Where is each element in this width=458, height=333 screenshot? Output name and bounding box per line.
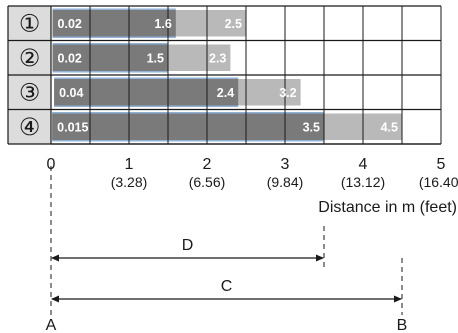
- x-tick-label: 2: [203, 156, 212, 173]
- dimension-label: D: [182, 237, 194, 254]
- row-label: ②: [19, 44, 41, 72]
- value-label-start: 0.02: [58, 17, 82, 31]
- point-label: A: [46, 317, 57, 333]
- value-label-max: 2.5: [225, 17, 242, 31]
- row-label: ④: [19, 113, 41, 141]
- value-label-typical: 1.6: [154, 17, 171, 31]
- point-label: B: [397, 317, 408, 333]
- row-label-cell: [8, 6, 51, 41]
- x-tick-feet-label: (6.56): [189, 174, 226, 190]
- x-axis-title: Distance in m (feet): [318, 199, 457, 216]
- row-label: ①: [19, 9, 41, 37]
- bar-typical-range: [52, 44, 169, 71]
- arrowhead-right: [394, 295, 402, 303]
- x-tick-feet-label: (16.40): [419, 174, 458, 190]
- dimension-lines: D C A B: [46, 166, 408, 333]
- value-label-start: 0.015: [57, 120, 88, 134]
- bar-typical-range: [54, 79, 239, 106]
- row-label-cell: [8, 75, 51, 110]
- x-tick-label: 1: [125, 156, 134, 173]
- x-tick-label: 4: [359, 156, 368, 173]
- row-label: ③: [19, 78, 41, 106]
- x-tick-feet-label: (3.28): [111, 174, 148, 190]
- dimension-label: C: [221, 278, 233, 295]
- row-label-cell: [8, 40, 51, 75]
- bar-typical-range: [52, 113, 325, 140]
- value-labels: 0.02 1.6 2.5 0.02 1.5 2.3 0.04 2.4 3.2 0.015 3.5 4.…: [57, 17, 398, 135]
- value-label-typical: 2.4: [217, 86, 234, 100]
- x-tick-label: 3: [281, 156, 290, 173]
- value-label-max: 2.3: [209, 51, 226, 65]
- x-tick-label: 0: [47, 156, 56, 173]
- value-label-max: 4.5: [381, 120, 398, 134]
- arrowhead-right: [316, 254, 324, 262]
- x-tick-feet-label: (13.12): [341, 174, 385, 190]
- value-label-start: 0.02: [58, 51, 82, 65]
- arrowhead-left: [51, 254, 59, 262]
- bar-typical-range: [52, 10, 176, 37]
- x-axis: 0 1(3.28) 2(6.56) 3(9.84) 4(13.12) 5(16.40) Di…: [47, 143, 458, 216]
- value-label-typical: 3.5: [303, 120, 320, 134]
- value-label-start: 0.04: [59, 86, 83, 100]
- x-tick-feet-label: (9.84): [267, 174, 304, 190]
- value-label-max: 3.2: [279, 86, 296, 100]
- x-tick-label: 5: [437, 156, 446, 173]
- bars: [52, 8, 403, 142]
- arrowhead-left: [51, 295, 59, 303]
- value-label-typical: 1.5: [147, 51, 164, 65]
- row-label-cell: [8, 109, 51, 144]
- row-labels: ① ② ③ ④: [8, 6, 51, 144]
